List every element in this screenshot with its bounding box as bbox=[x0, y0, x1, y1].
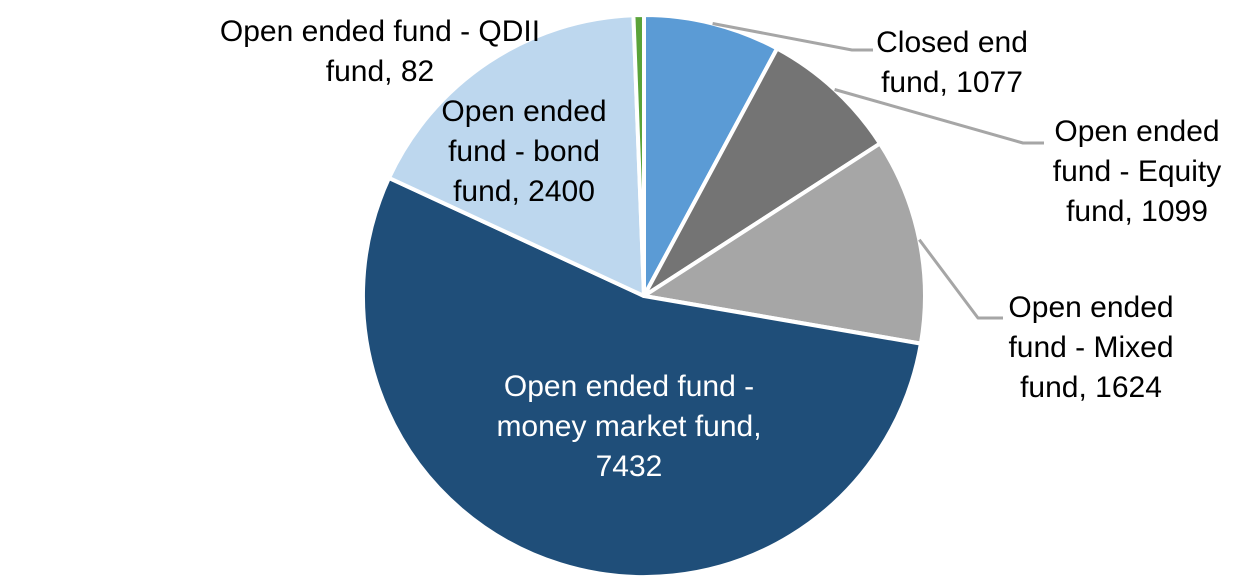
pie-slice-open-ended-fund-bond-fund[interactable] bbox=[387, 13, 646, 298]
data-label-open-ended-fund-money-market-fund: Open ended fund - money market fund, 743… bbox=[496, 370, 762, 483]
pie-slice-open-ended-fund-qdii-fund[interactable] bbox=[631, 13, 646, 298]
data-label-open-ended-fund-bond-fund: Open ended fund - bond fund, 2400 bbox=[441, 95, 607, 208]
pie-slice-open-ended-fund-mixed-fund[interactable] bbox=[642, 141, 927, 346]
data-label-closed-end-fund: Closed end fund, 1077 bbox=[876, 26, 1028, 99]
data-label-open-ended-fund-equity-fund: Open ended fund - Equity fund, 1099 bbox=[1052, 115, 1222, 228]
leader-line-closed-end-fund bbox=[712, 22, 873, 52]
data-label-open-ended-fund-mixed-fund: Open ended fund - Mixed fund, 1624 bbox=[1008, 291, 1174, 404]
data-label-open-ended-fund-qdii-fund: Open ended fund - QDII fund, 82 bbox=[219, 15, 541, 88]
pie-slice-open-ended-fund-equity-fund[interactable] bbox=[642, 46, 882, 298]
leader-line-open-ended-fund-equity-fund bbox=[834, 88, 1044, 145]
pie-slice-open-ended-fund-money-market-fund[interactable] bbox=[360, 175, 923, 580]
leader-line-open-ended-fund-mixed-fund bbox=[918, 238, 1003, 320]
